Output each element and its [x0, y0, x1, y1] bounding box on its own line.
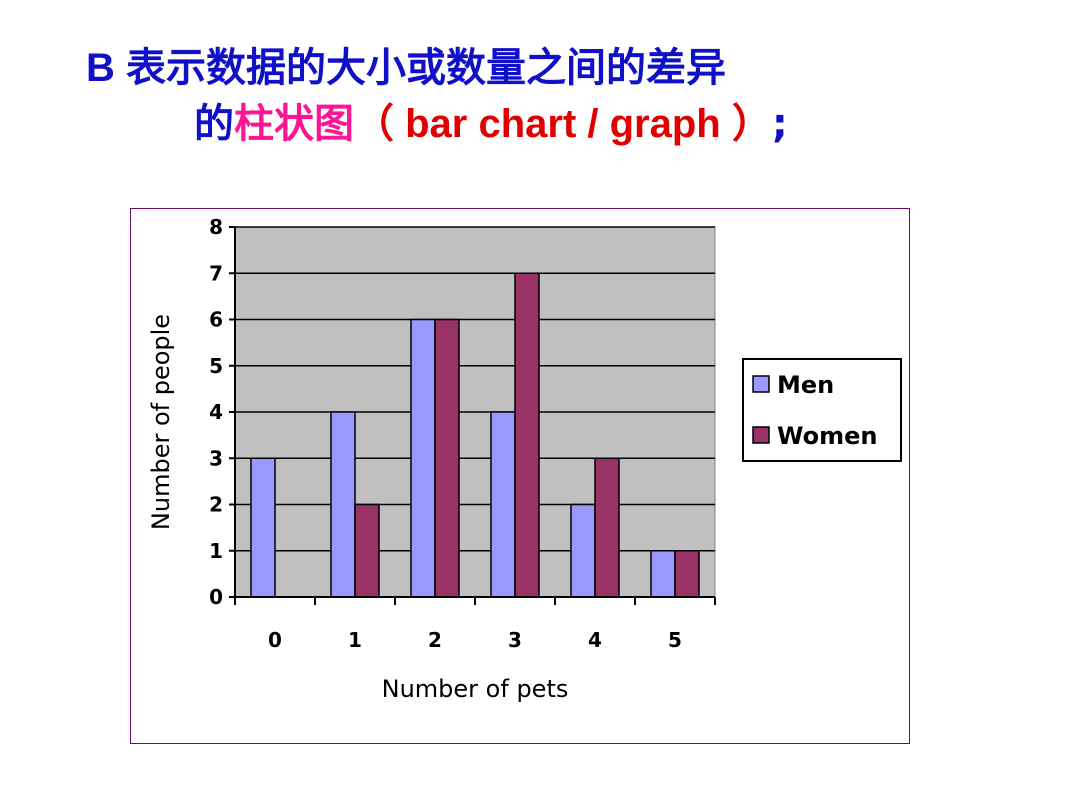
x-tick-label: 5 — [668, 628, 682, 652]
x-tick-label: 0 — [268, 628, 282, 652]
heading-zhuzhuangtu: 柱状图 — [234, 101, 354, 147]
axes: 0 1 2 3 4 5 6 7 8 0 1 2 3 4 5 — [209, 215, 716, 652]
heading-english-term: bar chart / graph — [394, 102, 732, 146]
y-tick-label: 6 — [209, 308, 223, 332]
x-axis-label: Number of pets — [382, 675, 569, 703]
heading-label-b: B — [86, 46, 126, 90]
x-tick-label: 3 — [508, 628, 522, 652]
slide-heading: B 表示数据的大小或数量之间的差异 的柱状图（ bar chart / grap… — [86, 40, 1046, 152]
bar-chart: 0 1 2 3 4 5 6 7 8 0 1 2 3 4 5 Number of people Number … — [147, 215, 902, 703]
heading-line-2: 的柱状图（ bar chart / graph ）; — [86, 96, 1046, 152]
bar-men-0 — [250, 457, 276, 598]
legend: Men Women — [742, 358, 902, 462]
x-tick-label: 1 — [348, 628, 362, 652]
y-tick-label: 3 — [209, 446, 223, 470]
heading-close-paren: ） — [731, 101, 772, 147]
legend-swatch-men — [752, 375, 770, 393]
legend-label-women: Women — [777, 422, 877, 450]
y-tick-label: 1 — [209, 539, 223, 563]
bar-women-3 — [514, 272, 540, 598]
bar-women-2 — [434, 318, 460, 598]
y-tick-label: 0 — [209, 585, 223, 609]
bar-men-4 — [570, 503, 596, 598]
y-tick-label: 2 — [209, 493, 223, 517]
bar-men-1 — [330, 411, 356, 598]
y-tick-label: 8 — [209, 215, 223, 239]
heading-line-1: B 表示数据的大小或数量之间的差异 — [86, 45, 726, 91]
y-tick-label: 5 — [209, 354, 223, 378]
legend-label-men: Men — [777, 371, 834, 399]
gridlines — [235, 226, 715, 552]
x-tick-label: 2 — [428, 628, 442, 652]
y-axis-label: Number of people — [147, 314, 175, 530]
heading-line-1-text: 表示数据的大小或数量之间的差异 — [126, 45, 726, 91]
bars — [250, 272, 700, 598]
bar-women-4 — [594, 457, 620, 598]
heading-semicolon: ; — [771, 101, 788, 147]
bar-women-5 — [674, 550, 700, 598]
y-tick-label: 4 — [209, 400, 223, 424]
bar-men-2 — [410, 318, 436, 598]
y-tick-label: 7 — [209, 261, 223, 285]
bar-women-1 — [354, 503, 380, 598]
legend-swatch-women — [752, 426, 770, 444]
heading-open-paren: （ — [354, 101, 394, 147]
heading-de: 的 — [194, 101, 234, 147]
bar-men-5 — [650, 550, 676, 598]
bar-men-3 — [490, 411, 516, 598]
x-tick-label: 4 — [588, 628, 602, 652]
chart-frame: 0 1 2 3 4 5 6 7 8 0 1 2 3 4 5 Number of people Number … — [130, 208, 910, 744]
